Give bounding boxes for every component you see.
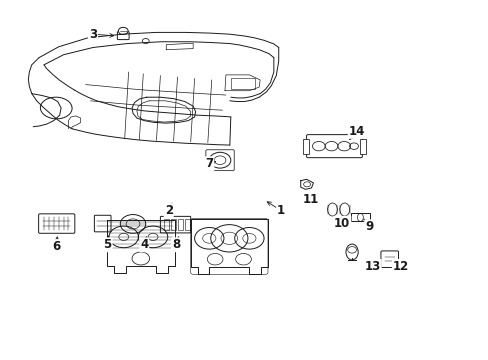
Text: 1: 1 — [277, 204, 285, 217]
Text: 6: 6 — [52, 240, 60, 253]
FancyBboxPatch shape — [94, 215, 111, 232]
Text: 4: 4 — [140, 238, 148, 251]
Bar — [178, 219, 183, 230]
Bar — [184, 219, 189, 230]
Text: 10: 10 — [333, 217, 350, 230]
Text: 12: 12 — [392, 260, 408, 273]
Circle shape — [120, 215, 145, 233]
Bar — [359, 139, 365, 154]
Bar — [171, 219, 176, 230]
FancyBboxPatch shape — [117, 32, 129, 40]
Text: 13: 13 — [364, 260, 380, 273]
Text: 5: 5 — [103, 238, 111, 251]
Ellipse shape — [327, 203, 337, 216]
Ellipse shape — [339, 203, 349, 216]
FancyBboxPatch shape — [160, 216, 190, 233]
Text: 2: 2 — [164, 204, 172, 217]
FancyBboxPatch shape — [39, 214, 75, 233]
FancyBboxPatch shape — [306, 135, 362, 158]
Text: 11: 11 — [302, 193, 318, 206]
Bar — [163, 219, 168, 230]
Text: 8: 8 — [172, 238, 180, 251]
Bar — [350, 213, 369, 221]
Bar — [230, 78, 255, 89]
Circle shape — [118, 27, 128, 35]
FancyBboxPatch shape — [380, 251, 398, 267]
Text: 7: 7 — [205, 157, 213, 170]
Text: 14: 14 — [348, 125, 365, 138]
Bar — [303, 139, 308, 154]
Ellipse shape — [345, 244, 357, 260]
Text: 9: 9 — [365, 220, 372, 233]
Text: 3: 3 — [89, 28, 97, 41]
Circle shape — [209, 152, 230, 168]
